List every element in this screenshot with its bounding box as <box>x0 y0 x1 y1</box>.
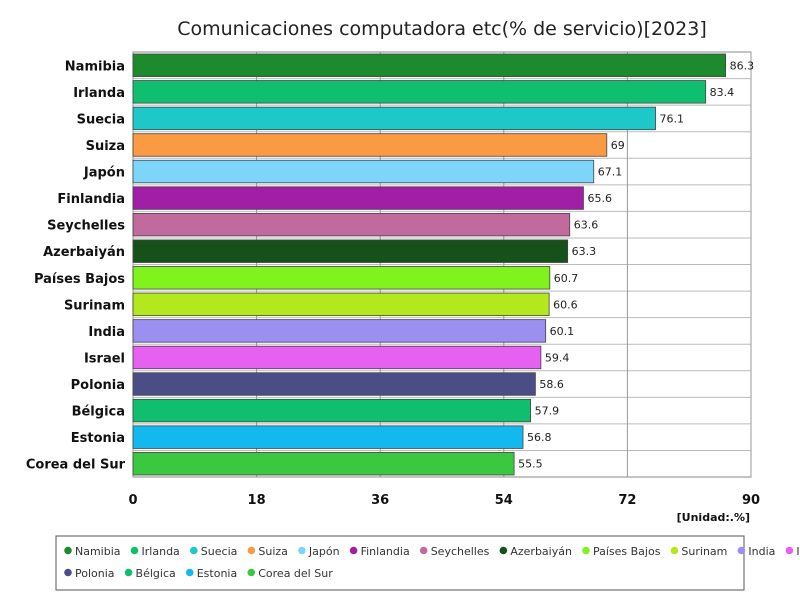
value-label: 60.6 <box>553 298 578 311</box>
legend-marker <box>124 568 133 577</box>
bar <box>132 425 524 449</box>
category-label: Bélgica <box>72 405 125 420</box>
category-label: Suiza <box>86 139 125 154</box>
x-tick-label: 72 <box>618 493 636 508</box>
grid-lines <box>132 52 752 477</box>
legend-label: Suecia <box>201 545 238 558</box>
value-label: 67.1 <box>598 166 623 179</box>
category-label: Finlandia <box>57 192 125 207</box>
bar <box>132 345 542 370</box>
bar <box>132 106 656 131</box>
bar <box>132 266 551 290</box>
x-tick-label: 0 <box>128 493 137 508</box>
category-label: Irlanda <box>73 86 125 101</box>
value-label: 56.8 <box>527 431 552 444</box>
value-label: 65.6 <box>587 192 612 205</box>
legend-label: Bélgica <box>136 567 176 580</box>
value-label: 63.3 <box>572 245 597 258</box>
legend-label: Polonia <box>75 567 115 580</box>
category-label: Suecia <box>77 112 125 127</box>
legend-marker <box>737 546 746 555</box>
legend-label: Israel <box>796 545 800 558</box>
value-label: 63.6 <box>574 219 599 232</box>
legend-marker <box>247 546 256 555</box>
legend-label: Países Bajos <box>593 545 661 558</box>
bar <box>132 372 536 396</box>
category-label: Países Bajos <box>34 272 125 287</box>
value-label: 69 <box>611 139 625 152</box>
value-label: 55.5 <box>518 458 543 471</box>
value-label: 60.1 <box>550 325 575 338</box>
legend-marker <box>419 546 428 555</box>
value-label: 83.4 <box>710 86 735 99</box>
bar <box>132 80 707 104</box>
legend-marker <box>349 546 358 555</box>
value-label: 59.4 <box>545 351 570 364</box>
legend-marker <box>247 568 256 577</box>
category-label: Japón <box>83 166 125 181</box>
unit-label: [Unidad:.%] <box>677 511 750 524</box>
category-label: Israel <box>84 351 125 366</box>
value-label: 86.3 <box>730 59 755 72</box>
legend-marker <box>499 546 508 555</box>
legend-label: Namibia <box>75 545 121 558</box>
category-label: Surinam <box>64 298 125 313</box>
legend-marker <box>298 546 306 555</box>
category-label: Seychelles <box>47 219 125 234</box>
x-tick-label: 18 <box>248 493 266 508</box>
legend-marker <box>189 546 198 555</box>
legend-label: India <box>748 545 775 558</box>
legend-label: Surinam <box>681 545 727 558</box>
legend-label: Seychelles <box>431 545 490 558</box>
legend-label: Corea del Sur <box>258 567 333 580</box>
bar <box>132 159 595 184</box>
x-tick-label: 90 <box>742 493 760 508</box>
chart-title: Comunicaciones computadora etc(% de serv… <box>177 18 707 40</box>
value-label: 60.7 <box>554 272 579 285</box>
category-labels: Namibia Irlanda Suecia Suiza Japón Finlandia S… <box>26 59 126 472</box>
legend-label: Estonia <box>197 567 238 580</box>
bar <box>132 239 569 263</box>
x-tick-label: 54 <box>495 493 513 508</box>
legend-label: Finlandia <box>361 545 410 558</box>
bar <box>132 452 515 476</box>
legend-label: Irlanda <box>142 545 180 558</box>
value-labels: 86.3 83.4 76.1 69 67.1 65.6 63.6 63.3 60.7 60.6 60… <box>518 59 754 470</box>
legend-marker <box>185 568 194 577</box>
legend-marker <box>785 546 794 555</box>
legend-label: Japón <box>308 545 340 558</box>
legend-marker <box>130 546 139 555</box>
x-tick-label: 36 <box>371 493 389 508</box>
legend-box <box>55 535 745 591</box>
bar <box>132 212 571 237</box>
legend-label: Suiza <box>258 545 288 558</box>
bar <box>132 53 726 77</box>
value-label: 57.9 <box>535 405 560 418</box>
category-label: Estonia <box>71 431 125 446</box>
legend-marker <box>64 546 72 555</box>
category-label: India <box>88 325 125 340</box>
legend-marker <box>582 546 590 555</box>
bar <box>132 398 531 423</box>
category-label: Polonia <box>71 378 125 393</box>
category-label: Azerbaiyán <box>43 245 125 260</box>
legend: Namibia Irlanda Suecia Suiza Japón Finlandia S… <box>64 545 800 580</box>
legend-marker <box>64 568 72 577</box>
category-label: Corea del Sur <box>26 458 126 473</box>
category-label: Namibia <box>65 59 125 74</box>
bar <box>132 133 608 157</box>
legend-label: Azerbaiyán <box>510 545 572 558</box>
legend-marker <box>670 546 679 555</box>
value-label: 76.1 <box>660 112 685 125</box>
x-axis-ticks: 0 18 36 54 72 90 <box>128 493 760 508</box>
value-label: 58.6 <box>539 378 564 391</box>
bar <box>132 292 550 317</box>
bar <box>132 186 584 210</box>
bar <box>132 319 547 343</box>
bars <box>132 53 726 476</box>
